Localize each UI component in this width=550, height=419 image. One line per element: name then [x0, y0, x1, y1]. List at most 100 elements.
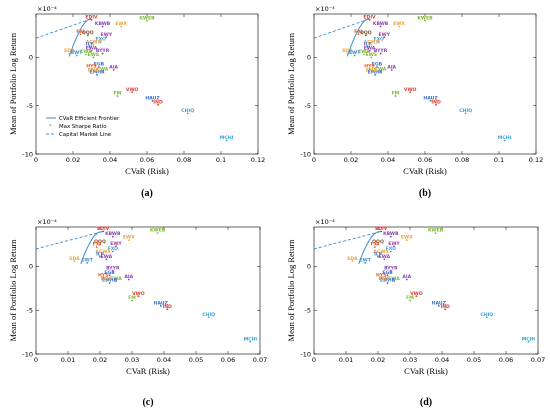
- panel-caption: (c): [142, 397, 153, 408]
- asset-label: EWA: [86, 45, 98, 51]
- asset-label: KBWB: [383, 231, 399, 237]
- x-tick-label: 0.02: [371, 356, 385, 364]
- legend-sharpe-label: Max Sharpe Ratio: [59, 124, 107, 130]
- asset-label: CHIQ: [202, 312, 215, 318]
- x-axis-label: CVaR (Risk): [403, 166, 447, 176]
- asset-label: EWT: [71, 50, 83, 56]
- asset-point: [394, 95, 397, 97]
- asset-label: EMHR: [102, 278, 118, 284]
- asset-label: EWA: [364, 45, 376, 51]
- asset-point: [131, 91, 134, 94]
- x-tick-label: 0.04: [157, 356, 171, 364]
- legend-cml-label: Capital Market Line: [59, 132, 112, 138]
- y-axis-label: Mean of Portfolio Log Return: [286, 239, 296, 342]
- asset-point: [363, 53, 365, 56]
- asset-label: EMHR: [368, 69, 384, 75]
- asset-label: EWX: [401, 235, 413, 241]
- x-tick-label: 0.04: [435, 356, 449, 364]
- y-tick-label: -5: [305, 102, 311, 110]
- chart-panel-d: 0 0.01 0.02 0.03 0.04 0.05 0.06 0.07 -10 -5 0 ×10⁻⁴…: [286, 218, 545, 408]
- x-tick-label: 0.05: [467, 356, 481, 364]
- asset-label: EGB: [372, 62, 383, 68]
- asset-point: [151, 99, 154, 102]
- asset-point: [96, 73, 98, 76]
- y-tick-label: -10: [300, 150, 311, 158]
- asset-label: MCHI: [498, 135, 512, 141]
- asset-label: FM: [406, 295, 414, 301]
- x-tick-label: 0.12: [251, 156, 265, 164]
- asset-label: AIA: [402, 274, 411, 280]
- asset-point: [429, 99, 432, 102]
- asset-point: [346, 52, 349, 55]
- asset-label: KBWB: [373, 21, 389, 27]
- y-tick-label: 0: [29, 54, 33, 62]
- asset-label: FXI: [76, 29, 85, 35]
- y-tick-label: -10: [22, 150, 33, 158]
- asset-point: [249, 340, 252, 343]
- asset-point: [92, 43, 95, 46]
- asset-label: FM: [128, 295, 136, 301]
- asset-point: [389, 235, 392, 238]
- asset-point: [116, 95, 119, 97]
- asset-point: [415, 295, 418, 298]
- y-tick-label: 0: [307, 54, 311, 62]
- x-tick-label: 0.06: [221, 356, 235, 364]
- asset-label: EDIV: [375, 226, 388, 232]
- asset-point: [376, 66, 378, 69]
- asset-point: [383, 280, 386, 283]
- asset-label: FXI: [371, 242, 380, 248]
- asset-label: ACWX: [86, 39, 102, 45]
- asset-point: [115, 245, 117, 248]
- x-tick-label: 0: [34, 156, 38, 164]
- asset-point: [108, 274, 111, 277]
- asset-label: HYS: [364, 64, 374, 70]
- asset-point: [434, 232, 437, 235]
- asset-point: [383, 258, 386, 261]
- x-tick-label: 0.06: [418, 156, 432, 164]
- asset-point: [380, 253, 383, 256]
- asset-label: EDIV: [85, 14, 98, 20]
- asset-point: [186, 112, 189, 115]
- asset-point: [370, 71, 373, 74]
- asset-label: EWT: [82, 258, 94, 264]
- asset-point: [111, 250, 114, 253]
- asset-point: [393, 245, 395, 248]
- asset-label: ACWX: [373, 249, 389, 255]
- asset-point: [102, 253, 105, 256]
- asset-label: EMB: [366, 67, 378, 73]
- asset-label: EWT: [349, 50, 361, 56]
- asset-point: [379, 25, 382, 28]
- asset-label: CWB: [358, 49, 370, 55]
- asset-point: [379, 52, 382, 55]
- asset-point: [437, 304, 440, 307]
- y-axis-label: Mean of Portfolio Log Return: [8, 239, 18, 342]
- asset-point: [120, 25, 122, 28]
- asset-point: [105, 36, 108, 39]
- asset-label: QQQ: [82, 30, 94, 36]
- asset-point: [105, 280, 108, 283]
- asset-label: QQQ: [94, 239, 106, 245]
- asset-label: EWY: [388, 241, 400, 247]
- asset-point: [464, 112, 467, 115]
- asset-label: HAUZ: [423, 95, 438, 101]
- y-axis-label: Mean of Portfolio Log Return: [8, 32, 18, 135]
- legend: CVaR Efficient Frontier * Max Sharpe Ratio…: [46, 116, 120, 138]
- asset-point: [527, 340, 530, 343]
- panel-caption: (b): [419, 188, 431, 199]
- asset-label: EWS: [366, 52, 378, 58]
- asset-label: EMB: [101, 276, 113, 282]
- asset-label: IND: [153, 99, 163, 105]
- asset-label: SDA: [347, 256, 358, 262]
- asset-point: [383, 36, 386, 39]
- asset-label: KWEB: [139, 15, 155, 21]
- asset-label: KBWB: [105, 231, 121, 237]
- asset-label: FXO: [386, 246, 397, 252]
- legend-sharpe-swatch: *: [49, 124, 52, 130]
- asset-label: EGB: [382, 270, 393, 276]
- asset-point: [409, 91, 412, 94]
- asset-point: [207, 316, 210, 319]
- asset-label: EWX: [393, 21, 405, 27]
- asset-label: HYS: [376, 272, 386, 278]
- x-axis-label: CVaR (Risk): [404, 366, 448, 376]
- asset-label: HAUZ: [145, 95, 160, 101]
